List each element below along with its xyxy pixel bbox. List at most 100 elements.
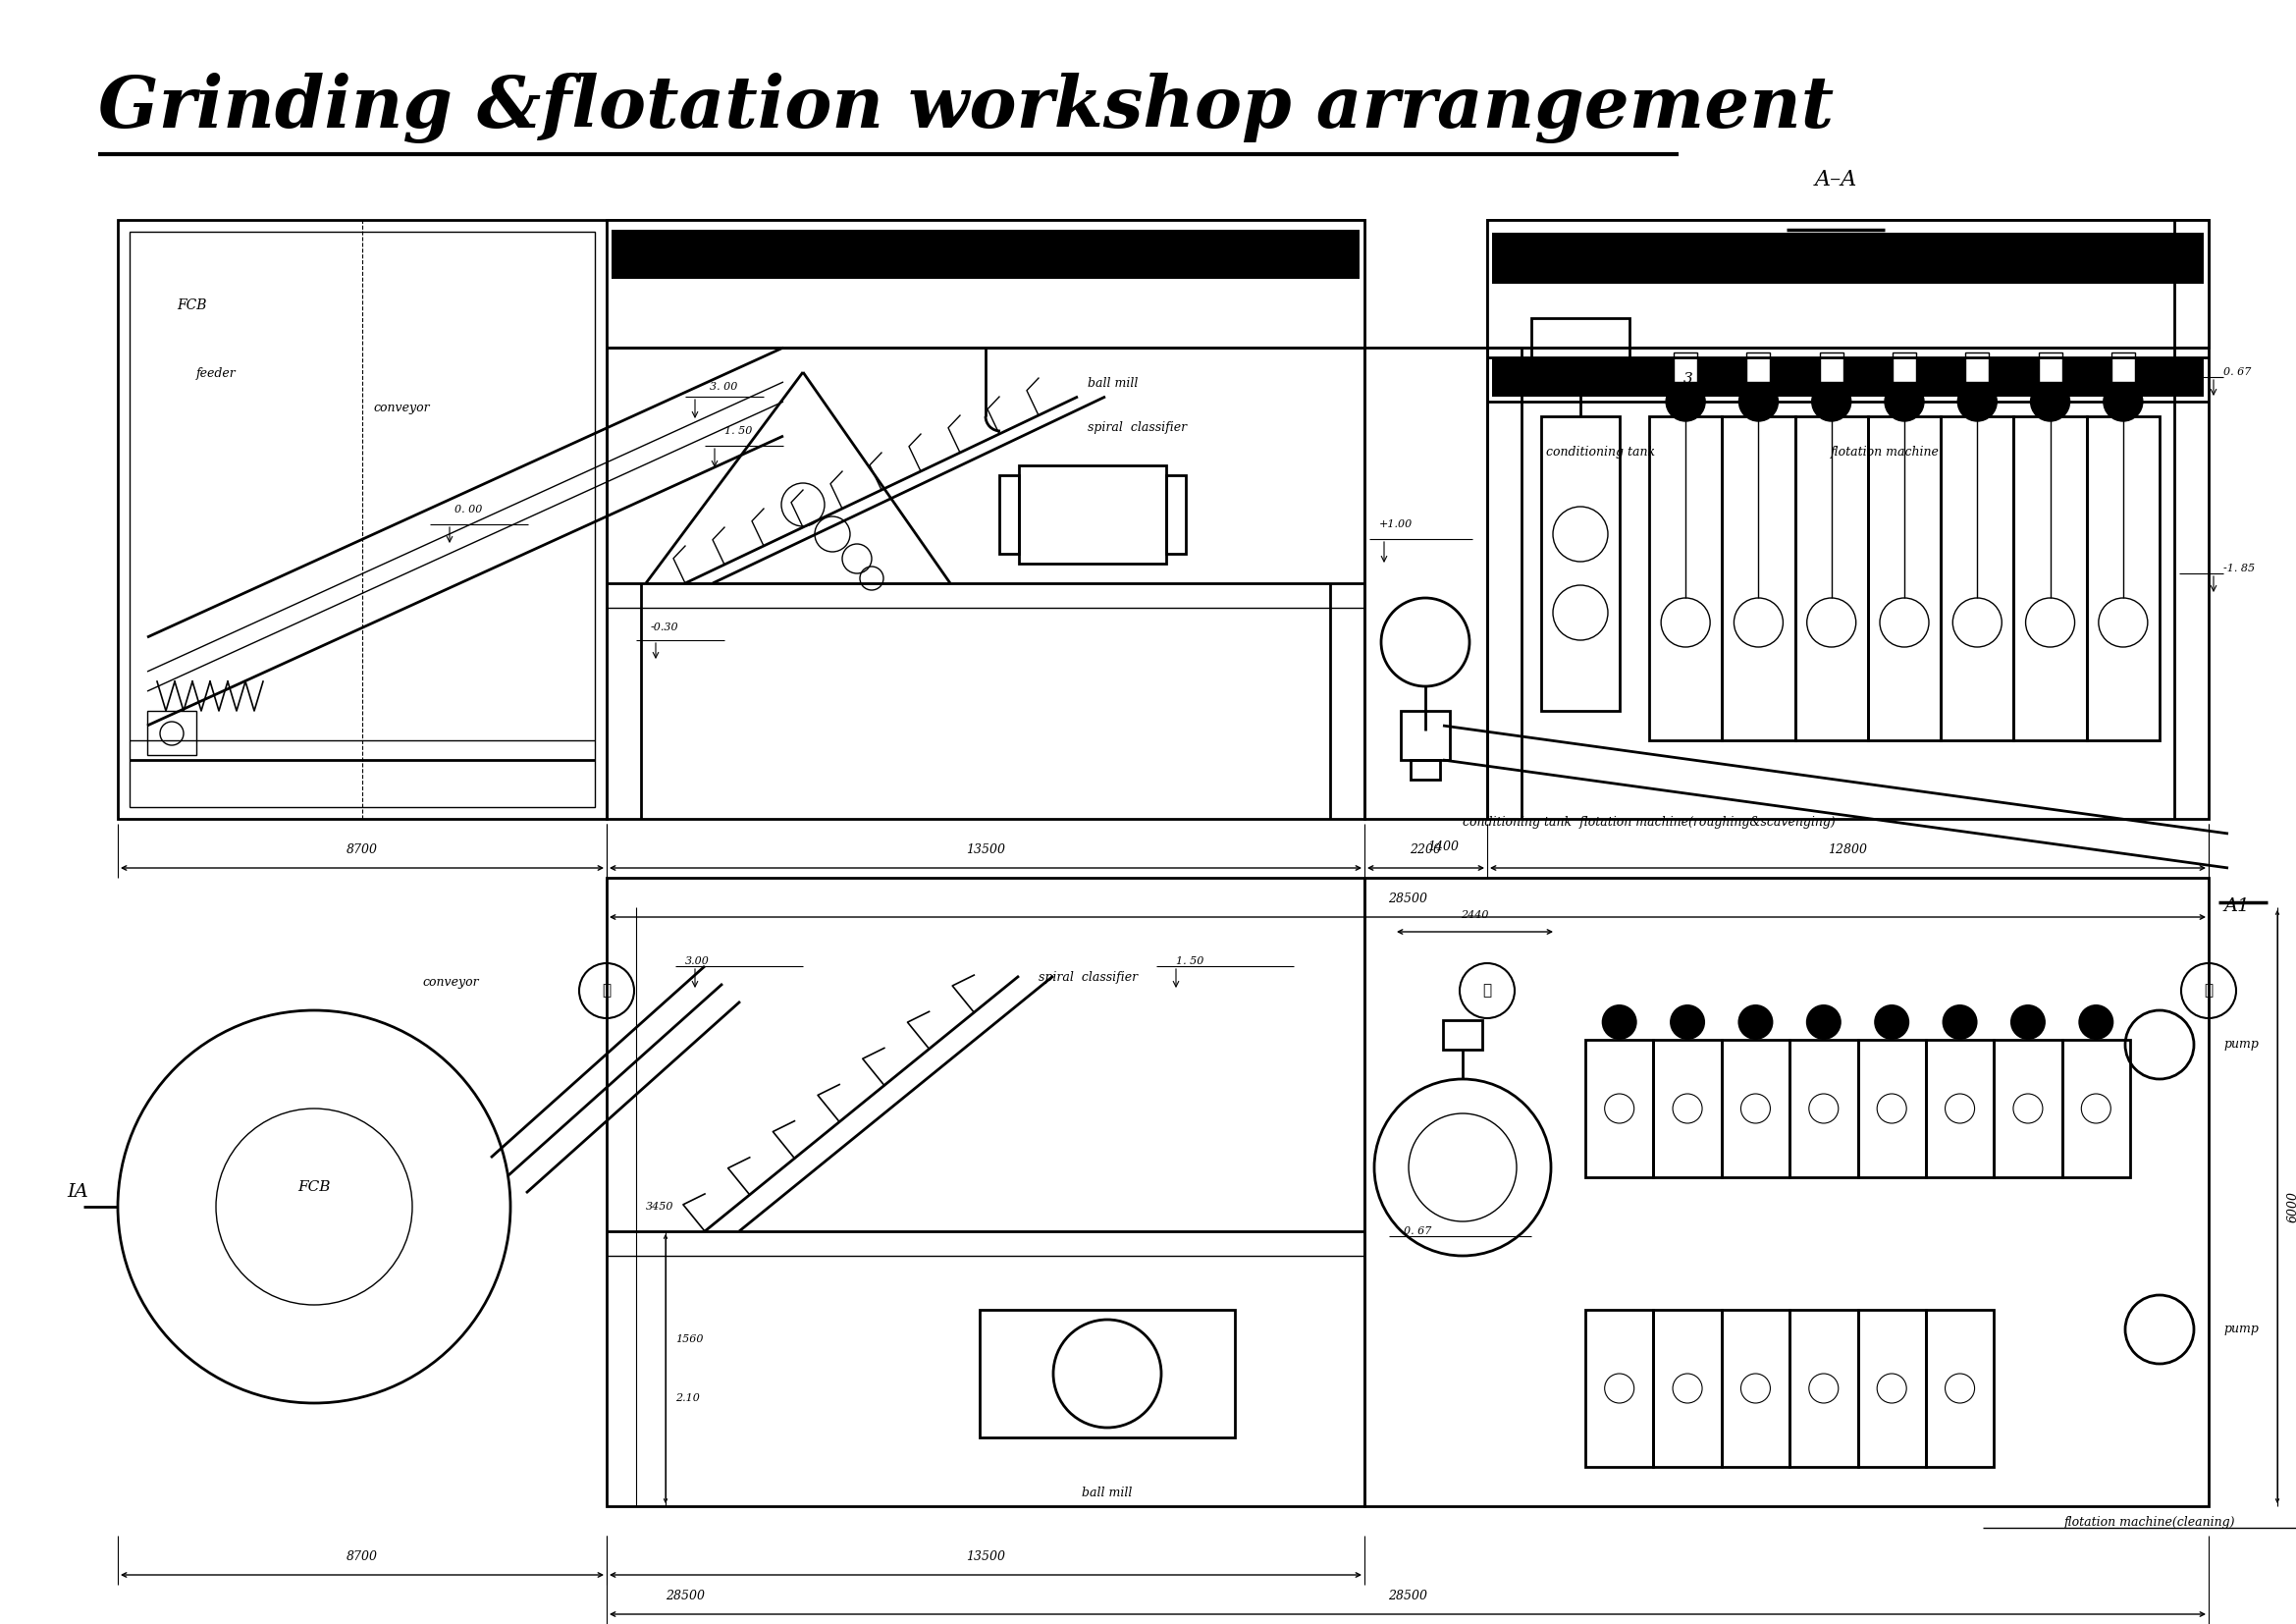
Text: 1560: 1560 [675,1335,703,1345]
Bar [1722,1311,1789,1466]
Bar [2014,416,2087,741]
Bar [1857,1039,1926,1177]
Bar [1584,1039,1653,1177]
Text: 0. 67: 0. 67 [1403,1226,1433,1236]
Bar [1584,1311,1653,1466]
Text: FCB: FCB [298,1181,331,1194]
Text: pump: pump [2223,1038,2259,1051]
Bar [2039,352,2062,382]
Bar [1653,1039,1722,1177]
Text: 0. 67: 0. 67 [2223,367,2250,377]
Text: 2.10: 2.10 [675,1393,700,1403]
Bar [2087,416,2161,741]
Circle shape [2078,1005,2115,1039]
Bar [1722,1039,1789,1177]
Text: 8700: 8700 [347,843,379,856]
Bar [1674,352,1697,382]
Text: ball mill: ball mill [1081,1486,1132,1499]
Bar [1410,760,1440,780]
Text: FCB: FCB [177,299,207,312]
Bar [606,219,1364,348]
Bar [1166,476,1185,554]
Circle shape [1958,382,1998,421]
Bar [1442,1020,1483,1049]
Bar [1019,466,1166,564]
Text: 3. 00: 3. 00 [709,382,737,391]
Bar [1821,352,1844,382]
Bar [1926,1311,1993,1466]
Text: flotation machine: flotation machine [1830,445,1940,458]
Circle shape [2030,382,2069,421]
Text: Grinding &flotation workshop arrangement: Grinding &flotation workshop arrangement [99,73,1835,143]
Circle shape [1669,1005,1706,1039]
Bar [1789,1039,1857,1177]
Bar [129,232,595,807]
Circle shape [1874,1005,1910,1039]
Text: ②: ② [1483,984,1492,997]
Text: 13500: 13500 [967,843,1006,856]
Bar [606,219,1364,818]
Text: flotation machine(cleaning): flotation machine(cleaning) [2064,1515,2236,1528]
Circle shape [1885,382,1924,421]
Text: -0.30: -0.30 [650,622,680,632]
Bar [1993,1039,2062,1177]
Text: pump: pump [2223,1324,2259,1337]
Text: feeder: feeder [197,367,236,380]
Circle shape [1812,382,1851,421]
Circle shape [1667,382,1706,421]
Text: 28500: 28500 [666,1590,705,1603]
Text: 3.00: 3.00 [684,957,709,966]
Bar [1364,879,2209,1505]
Bar [999,476,1019,554]
Text: 1. 50: 1. 50 [1176,957,1203,966]
Bar [117,219,606,818]
Bar [1649,416,1722,741]
Bar [1892,352,1917,382]
Bar [1869,416,1940,741]
Bar [1940,416,2014,741]
Bar [1488,219,2209,348]
Bar [1531,318,1630,377]
Text: 1400: 1400 [1428,841,1458,853]
Bar [1795,416,1869,741]
Text: 1. 50: 1. 50 [726,425,753,435]
Text: 6000: 6000 [2287,1190,2296,1223]
Circle shape [1603,1005,1637,1039]
Bar [2112,352,2135,382]
Text: conveyor: conveyor [372,401,429,414]
Text: 28500: 28500 [1389,1590,1428,1603]
Circle shape [1738,382,1777,421]
Circle shape [1738,1005,1773,1039]
Text: 28500: 28500 [1389,893,1428,905]
Text: 12800: 12800 [1828,843,1867,856]
Bar [1488,219,2209,818]
Text: +1.00: +1.00 [1380,520,1412,529]
Bar [1492,357,2204,396]
Text: conditioning tank: conditioning tank [1545,445,1655,458]
Bar [606,879,1364,1505]
Text: ③: ③ [2204,984,2213,997]
Text: 0. 00: 0. 00 [455,505,482,515]
Text: 2440: 2440 [1460,909,1488,921]
Bar [611,229,1359,279]
Text: 3: 3 [1683,372,1692,387]
Bar [1789,1311,1857,1466]
Bar [147,711,197,755]
Text: 3450: 3450 [645,1202,675,1212]
Text: spiral  classifier: spiral classifier [1038,971,1139,984]
Text: ball mill: ball mill [1088,377,1139,390]
Text: 8700: 8700 [347,1551,379,1564]
Bar [2062,1039,2131,1177]
Text: A–A: A–A [1814,169,1857,190]
Text: conditioning tank  flotation machine(roughing&scavenging): conditioning tank flotation machine(roug… [1463,815,1835,828]
Bar [1492,232,2204,284]
Bar [980,1311,1235,1437]
Bar [1364,348,1488,818]
Bar [1653,1311,1722,1466]
Text: 13500: 13500 [967,1551,1006,1564]
Text: 2200: 2200 [1410,843,1442,856]
Circle shape [2011,1005,2046,1039]
Circle shape [2103,382,2142,421]
Text: spiral  classifier: spiral classifier [1088,421,1187,434]
Circle shape [1807,1005,1841,1039]
